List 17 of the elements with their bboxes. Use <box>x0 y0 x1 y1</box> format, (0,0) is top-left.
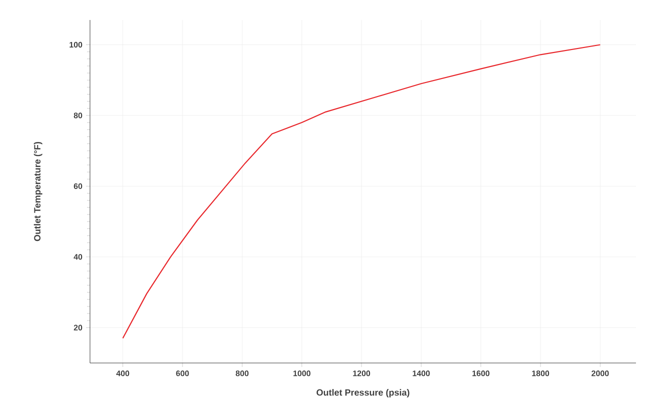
x-tick-label: 1800 <box>532 370 550 376</box>
x-tick-label: 2000 <box>592 370 609 376</box>
x-tick-label: 1200 <box>353 370 370 376</box>
y-tick-label: 40 <box>74 254 82 260</box>
x-tick-label: 1400 <box>412 370 430 376</box>
y-tick-label: 20 <box>74 324 82 330</box>
x-tick-label: 800 <box>236 370 249 376</box>
y-tick-label: 60 <box>74 183 82 190</box>
y-tick-label: 80 <box>74 112 82 118</box>
x-tick-label: 1600 <box>472 370 490 376</box>
y-axis-title: Outlet Temperature (°F) <box>34 142 42 242</box>
y-tick-label: 100 <box>70 42 82 48</box>
x-tick-label: 600 <box>176 370 189 376</box>
x-tick-label: 1000 <box>293 370 310 376</box>
x-tick-label: 400 <box>116 370 130 376</box>
x-axis-title: Outlet Pressure (psia) <box>316 389 410 398</box>
line-series <box>122 44 601 339</box>
